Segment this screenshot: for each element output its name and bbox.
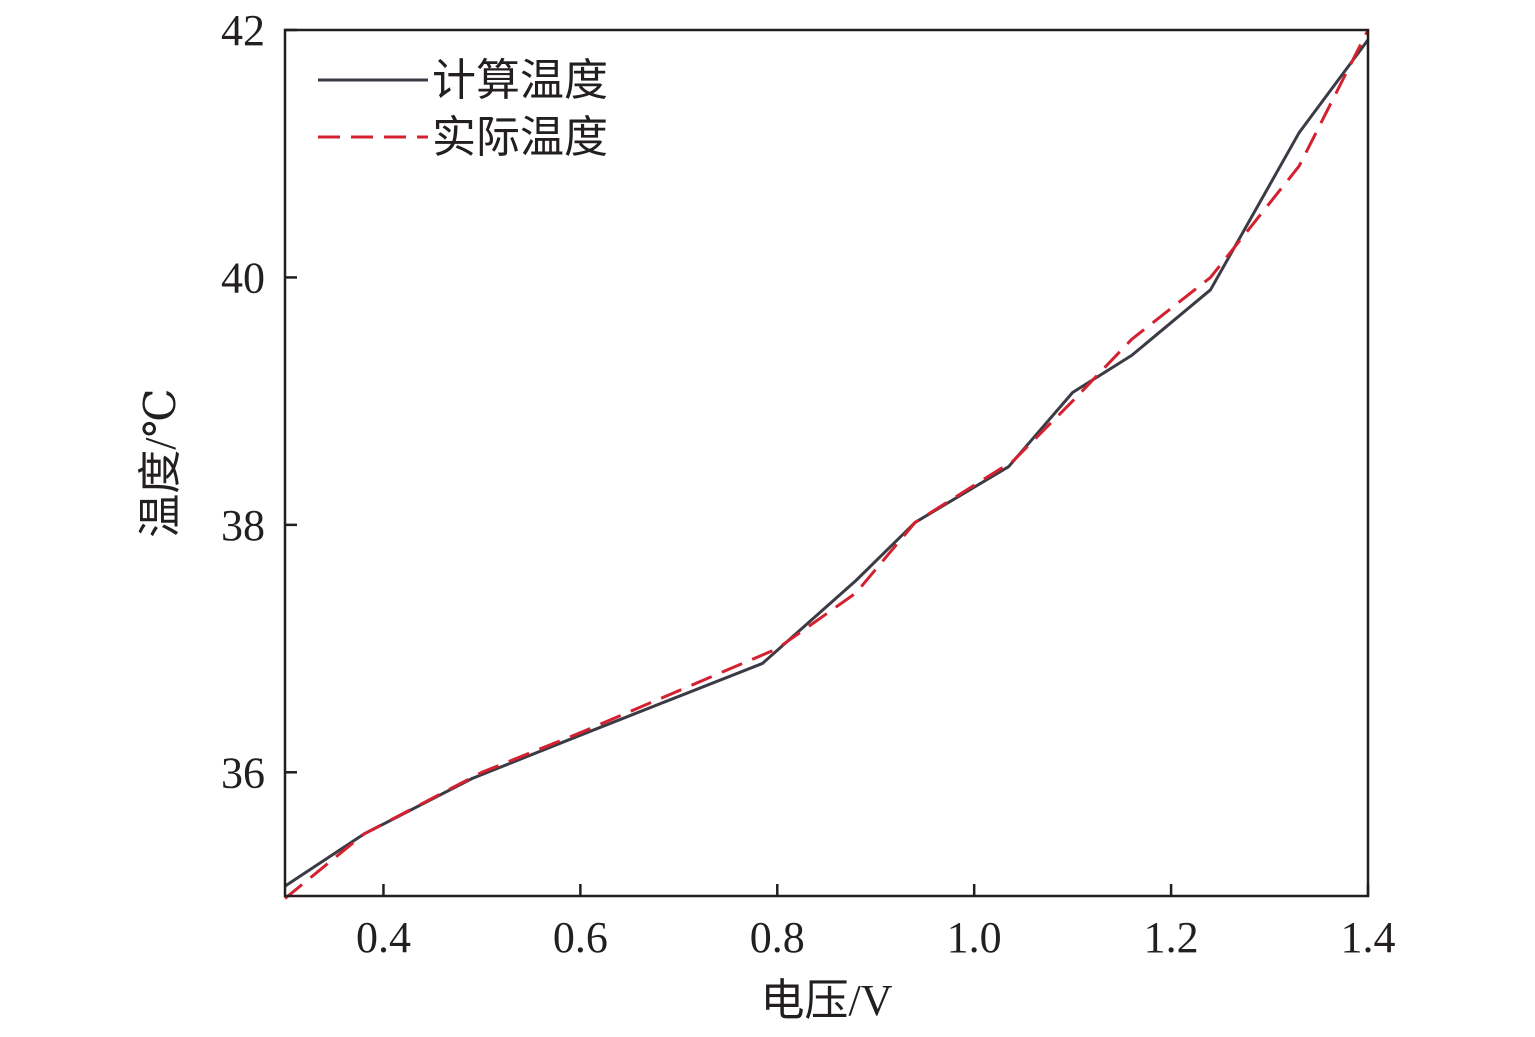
plot-frame [283, 28, 1370, 898]
y-tick-label: 38 [221, 501, 265, 550]
legend-label-2: 实际温度 [432, 113, 608, 162]
legend-label-1: 计算温度 [432, 56, 608, 105]
y-axis-title: 温度/℃ [136, 388, 185, 537]
x-tick-label: 1.4 [1341, 913, 1396, 962]
x-tick-label: 0.8 [750, 913, 805, 962]
x-tick-label: 1.0 [947, 913, 1002, 962]
y-tick-label: 40 [221, 253, 265, 302]
y-axis: 36 38 40 42 [221, 6, 297, 797]
x-axis: 0.4 0.6 0.8 1.0 1.2 1.4 [356, 884, 1396, 962]
series-line-1 [284, 39, 1370, 888]
plot-lines [284, 29, 1370, 900]
x-tick-label: 0.6 [553, 913, 608, 962]
y-tick-label: 42 [221, 6, 265, 55]
x-axis-title: 电压/V [761, 976, 893, 1025]
x-tick-label: 0.4 [356, 913, 411, 962]
series-line-2 [284, 29, 1370, 900]
y-tick-label: 36 [221, 748, 265, 797]
x-tick-label: 1.2 [1144, 913, 1199, 962]
